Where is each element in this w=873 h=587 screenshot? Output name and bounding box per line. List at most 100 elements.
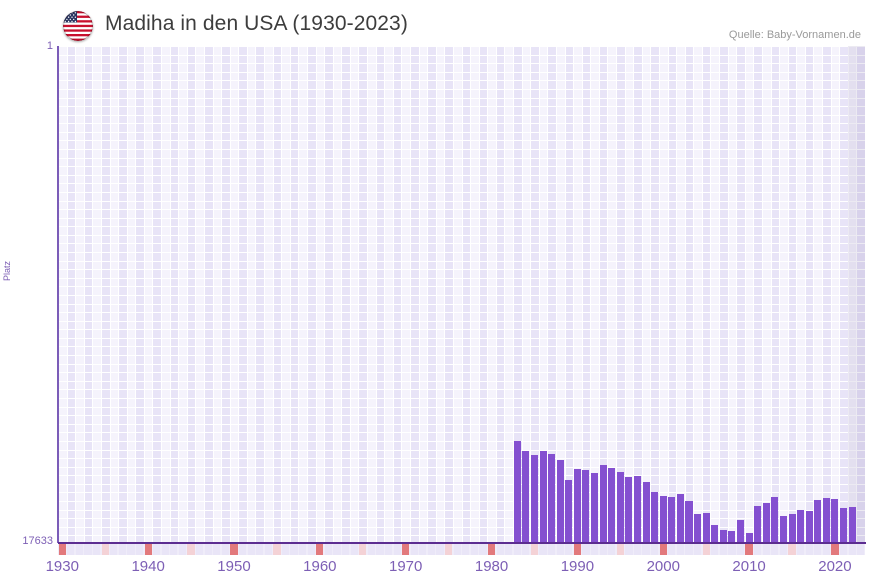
grid-column bbox=[658, 46, 668, 543]
bar-2005[interactable] bbox=[702, 513, 710, 543]
grid-line-vertical bbox=[462, 46, 463, 543]
bar-1986[interactable] bbox=[539, 451, 547, 543]
chart-header: Madiha in den USA (1930-2023) Quelle: Ba… bbox=[0, 0, 873, 46]
grid-line-vertical bbox=[195, 46, 196, 543]
bar-2013[interactable] bbox=[771, 497, 779, 543]
bar-2020[interactable] bbox=[831, 499, 839, 543]
bar-1995[interactable] bbox=[616, 472, 624, 543]
decade-cell bbox=[539, 544, 547, 555]
bar-1983[interactable] bbox=[513, 441, 521, 543]
bar-2006[interactable] bbox=[711, 525, 719, 543]
bar-2014[interactable] bbox=[779, 516, 787, 543]
bar-1987[interactable] bbox=[548, 454, 556, 543]
decade-cell bbox=[470, 544, 478, 555]
x-axis-line bbox=[58, 542, 866, 544]
grid-column bbox=[804, 46, 814, 543]
grid-line-vertical bbox=[152, 46, 153, 543]
bar-2007[interactable] bbox=[719, 530, 727, 543]
grid-line-vertical bbox=[573, 46, 574, 543]
grid-line-vertical bbox=[736, 46, 737, 543]
grid-line-vertical bbox=[410, 46, 411, 543]
grid-column bbox=[195, 46, 204, 543]
bar-1984[interactable] bbox=[522, 451, 530, 543]
grid-line-vertical bbox=[805, 46, 806, 543]
bar-1989[interactable] bbox=[565, 480, 573, 543]
bar-1991[interactable] bbox=[582, 470, 590, 543]
grid-column bbox=[676, 46, 685, 543]
bar-2009[interactable] bbox=[736, 520, 745, 543]
bar-2011[interactable] bbox=[754, 506, 762, 543]
decade-tick-major bbox=[659, 544, 667, 555]
grid-line-vertical bbox=[75, 46, 76, 543]
bar-2004[interactable] bbox=[694, 514, 702, 543]
grid-column bbox=[761, 46, 771, 543]
bar-1998[interactable] bbox=[642, 482, 650, 543]
grid-column bbox=[143, 46, 153, 543]
decade-cell bbox=[548, 544, 556, 555]
grid-line-vertical bbox=[779, 46, 780, 543]
bar-2010[interactable] bbox=[745, 533, 753, 543]
grid-line-horizontal bbox=[58, 149, 865, 150]
grid-line-horizontal bbox=[58, 364, 865, 365]
bar-2017[interactable] bbox=[805, 511, 813, 543]
bar-2021[interactable] bbox=[840, 508, 848, 543]
grid-line-vertical bbox=[401, 46, 402, 543]
bar-1996[interactable] bbox=[625, 477, 633, 543]
grid-line-vertical bbox=[144, 46, 145, 543]
bar-2012[interactable] bbox=[762, 503, 770, 543]
bar-2008[interactable] bbox=[728, 531, 736, 543]
grid-line-vertical bbox=[590, 46, 591, 543]
grid-line-vertical bbox=[453, 46, 454, 543]
bar-2001[interactable] bbox=[668, 497, 676, 543]
grid-line-vertical bbox=[187, 46, 188, 543]
bar-1994[interactable] bbox=[608, 468, 616, 543]
x-tick-2000: 2000 bbox=[646, 558, 680, 575]
bar-2022[interactable] bbox=[848, 507, 856, 543]
grid-line-horizontal bbox=[58, 123, 865, 124]
x-tick-1930: 1930 bbox=[45, 558, 79, 575]
grid-column bbox=[367, 46, 376, 543]
grid-column bbox=[349, 46, 359, 543]
bar-1985[interactable] bbox=[530, 455, 538, 543]
bar-2003[interactable] bbox=[685, 501, 693, 543]
grid-column bbox=[212, 46, 222, 543]
grid-column bbox=[590, 46, 599, 543]
decade-cell bbox=[762, 544, 770, 555]
grid-line-vertical bbox=[161, 46, 162, 543]
bar-1993[interactable] bbox=[599, 465, 607, 543]
grid-line-vertical bbox=[324, 46, 325, 543]
bar-1997[interactable] bbox=[633, 476, 641, 543]
decade-cell bbox=[522, 544, 530, 555]
grid-column bbox=[581, 46, 591, 543]
bar-1999[interactable] bbox=[651, 492, 659, 543]
grid-column bbox=[624, 46, 634, 543]
x-tick-1960: 1960 bbox=[303, 558, 337, 575]
grid-column bbox=[75, 46, 84, 543]
grid-line-horizontal bbox=[58, 175, 865, 176]
bar-1988[interactable] bbox=[556, 460, 564, 543]
grid-line-vertical bbox=[444, 46, 445, 543]
grid-line-horizontal bbox=[58, 158, 865, 159]
grid-line-horizontal bbox=[58, 192, 865, 193]
grid-line-horizontal bbox=[58, 355, 865, 356]
decade-cell bbox=[376, 544, 384, 555]
bar-1992[interactable] bbox=[591, 473, 599, 543]
bar-2018[interactable] bbox=[814, 500, 822, 543]
bar-2019[interactable] bbox=[822, 498, 830, 543]
bar-2002[interactable] bbox=[676, 494, 684, 543]
decade-cell bbox=[178, 544, 187, 555]
grid-line-vertical bbox=[255, 46, 256, 543]
bar-1990[interactable] bbox=[573, 469, 581, 543]
grid-line-horizontal bbox=[58, 527, 865, 528]
decade-tick-minor bbox=[702, 544, 710, 555]
grid-line-vertical bbox=[367, 46, 368, 543]
shaded-region bbox=[847, 46, 865, 543]
bar-2016[interactable] bbox=[797, 510, 805, 543]
decade-cell bbox=[341, 544, 350, 555]
grid-line-vertical bbox=[127, 46, 128, 543]
bar-2000[interactable] bbox=[659, 496, 667, 543]
decade-cell bbox=[427, 544, 436, 555]
grid-line-horizontal bbox=[58, 329, 865, 330]
bar-2015[interactable] bbox=[788, 514, 796, 543]
decade-cell bbox=[556, 544, 564, 555]
